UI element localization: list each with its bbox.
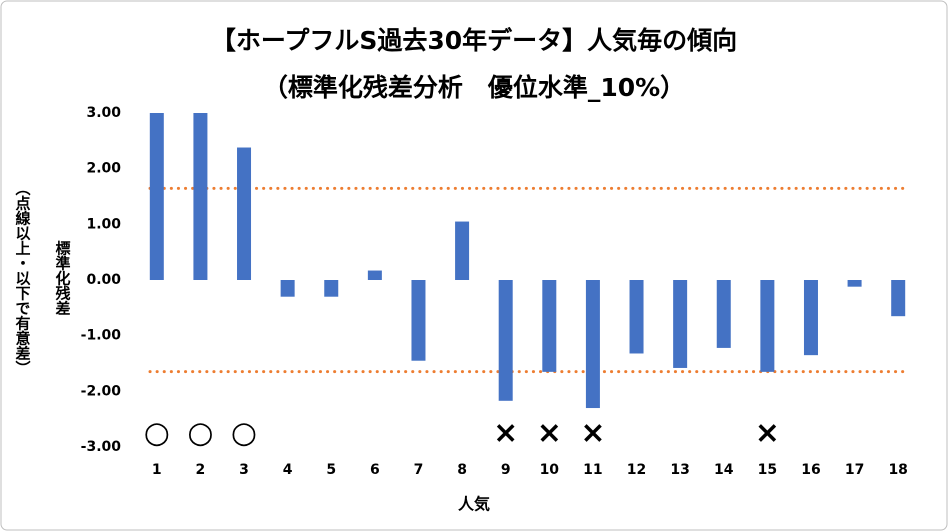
bar bbox=[367, 270, 382, 280]
bar bbox=[193, 113, 208, 280]
significance-mark: × bbox=[755, 416, 780, 451]
x-tick-label: 13 bbox=[670, 462, 689, 478]
x-tick-label: 12 bbox=[627, 462, 646, 478]
significance-mark: ○ bbox=[187, 416, 213, 451]
x-tick-label: 9 bbox=[501, 462, 511, 478]
significance-mark: × bbox=[493, 416, 518, 451]
x-tick-label: 6 bbox=[370, 462, 380, 478]
y-tick-label: -1.00 bbox=[81, 328, 122, 344]
x-tick-label: 2 bbox=[196, 462, 206, 478]
bar bbox=[803, 280, 818, 356]
y-axis-title: 標準化残差 bbox=[54, 240, 72, 316]
bar bbox=[847, 280, 862, 287]
x-tick-label: 5 bbox=[326, 462, 336, 478]
bar bbox=[324, 280, 339, 297]
x-tick-label: 18 bbox=[888, 462, 907, 478]
y-tick-label: -2.00 bbox=[81, 383, 122, 399]
bar bbox=[411, 280, 426, 361]
x-tick-label: 17 bbox=[845, 462, 864, 478]
x-tick-label: 3 bbox=[239, 462, 249, 478]
y-tick-label: -3.00 bbox=[81, 439, 122, 455]
x-tick-label: 10 bbox=[540, 462, 560, 478]
bar bbox=[280, 280, 295, 297]
bar bbox=[237, 147, 252, 280]
y-axis-note: （点線以上・以下で有意差） bbox=[14, 181, 32, 376]
x-tick-label: 4 bbox=[283, 462, 293, 478]
x-tick-label: 11 bbox=[583, 462, 602, 478]
x-tick-label: 14 bbox=[714, 462, 734, 478]
x-tick-label: 1 bbox=[152, 462, 162, 478]
y-tick-label: 3.00 bbox=[86, 105, 121, 121]
bar bbox=[542, 280, 557, 372]
y-tick-label: 0.00 bbox=[86, 272, 121, 288]
x-tick-label: 15 bbox=[758, 462, 777, 478]
y-tick-label: 1.00 bbox=[86, 216, 121, 232]
significance-mark: ○ bbox=[231, 416, 257, 451]
significance-mark: × bbox=[580, 416, 605, 451]
bar bbox=[629, 280, 644, 354]
bar bbox=[891, 280, 906, 317]
x-tick-label: 7 bbox=[414, 462, 424, 478]
bar bbox=[673, 280, 688, 368]
bar bbox=[585, 280, 600, 409]
x-tick-label: 16 bbox=[801, 462, 820, 478]
x-axis-title: 人気 bbox=[458, 495, 490, 514]
significance-mark: ○ bbox=[144, 416, 170, 451]
y-tick-label: 2.00 bbox=[86, 161, 121, 177]
bar bbox=[716, 280, 731, 348]
bar bbox=[498, 280, 513, 401]
chart-subtitle: （標準化残差分析 優位水準_10%） bbox=[263, 73, 685, 102]
bar bbox=[760, 280, 775, 372]
x-tick-label: 8 bbox=[457, 462, 467, 478]
chart-title: 【ホープフルS過去30年データ】人気毎の傾向 bbox=[211, 26, 737, 55]
bar bbox=[149, 113, 164, 280]
significance-mark: × bbox=[537, 416, 562, 451]
bar bbox=[455, 221, 470, 280]
